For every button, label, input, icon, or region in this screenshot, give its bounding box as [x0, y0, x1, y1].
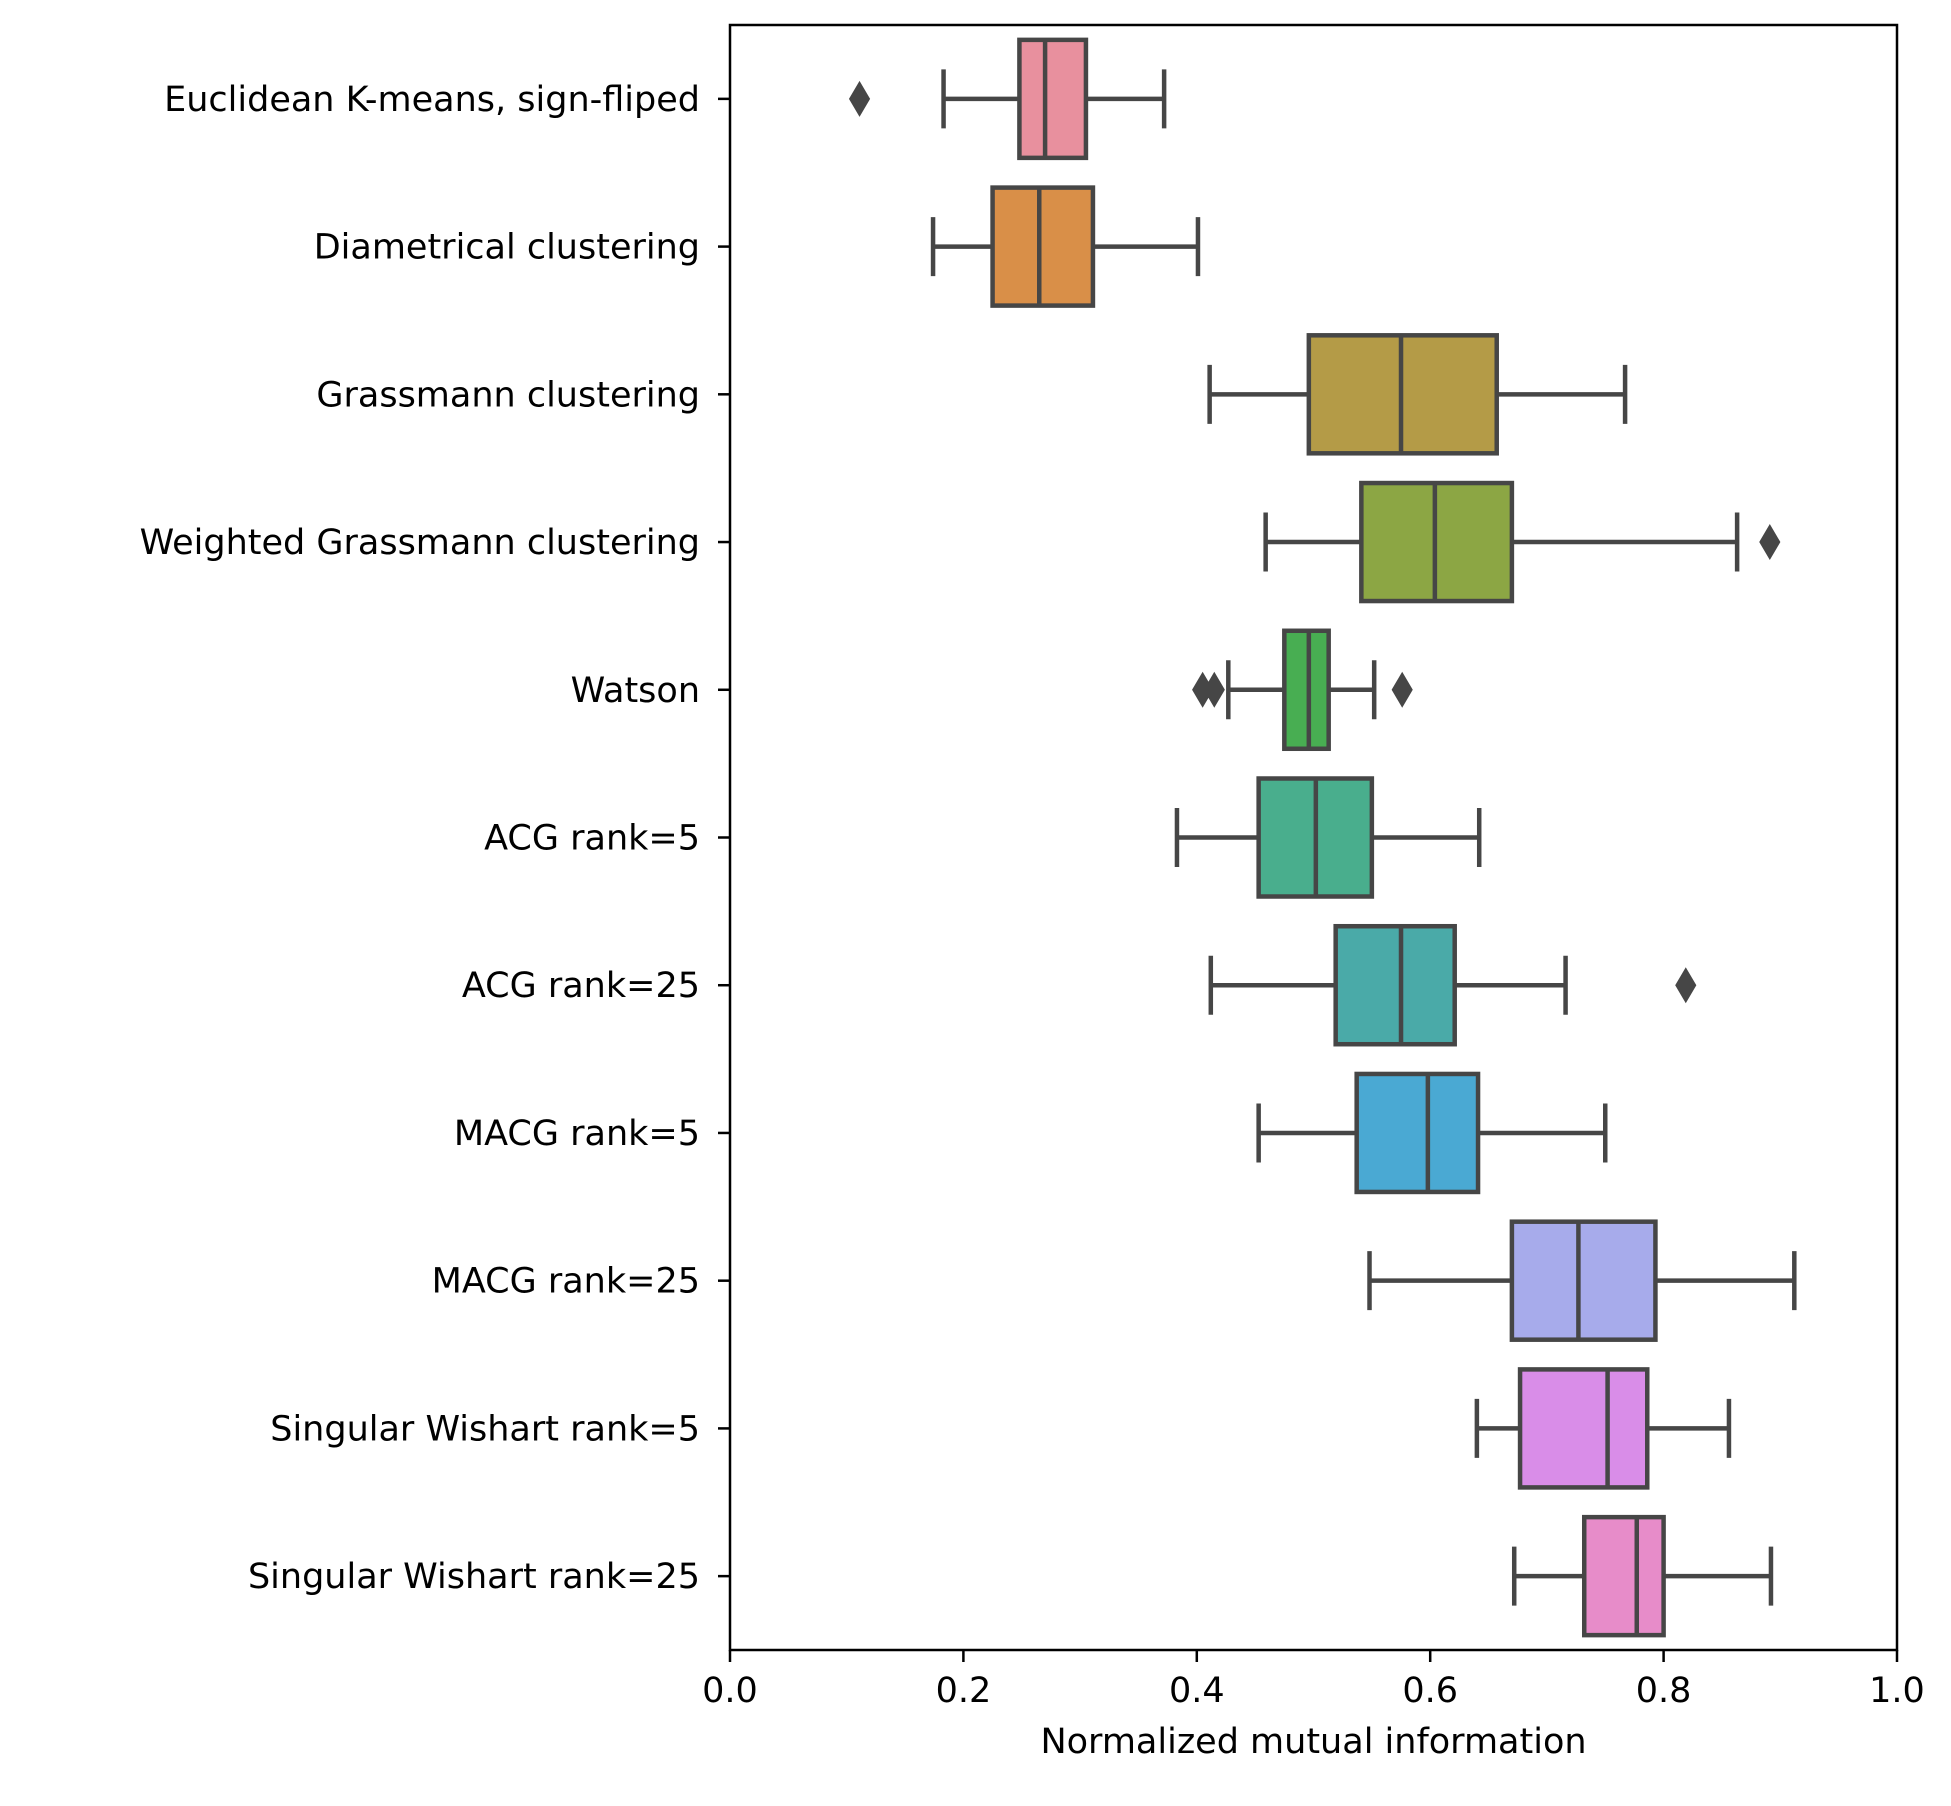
box-group	[1367, 1219, 1797, 1342]
box-group	[1192, 628, 1413, 752]
y-axis: Euclidean K-means, sign-fliped Diametrica…	[140, 80, 730, 1597]
y-tick-label: ACG rank=5	[484, 819, 700, 859]
y-tick-label: Singular Wishart rank=25	[248, 1557, 700, 1597]
box-group	[1256, 1071, 1608, 1195]
iqr-box	[1517, 1367, 1650, 1490]
box-group	[930, 185, 1201, 308]
iqr-box	[1282, 628, 1331, 752]
y-tick-label: Singular Wishart rank=5	[270, 1409, 700, 1449]
iqr-box	[1017, 37, 1089, 161]
iqr-box	[1509, 1219, 1658, 1342]
y-tick-label: Watson	[571, 671, 700, 711]
box-group	[1263, 480, 1781, 604]
y-tick-label: MACG rank=5	[454, 1114, 700, 1154]
x-axis-label: Normalized mutual information	[1040, 1722, 1586, 1762]
box-group	[1511, 1514, 1774, 1638]
y-tick-label: Diametrical clustering	[314, 228, 700, 268]
y-tick-label: Weighted Grassmann clustering	[140, 523, 700, 563]
y-tick-label: Grassmann clustering	[316, 375, 700, 415]
box-group	[1208, 923, 1697, 1047]
outlier-point	[1675, 967, 1697, 1004]
box-group	[1474, 1367, 1732, 1490]
x-tick-label: 0.4	[1169, 1671, 1225, 1711]
outlier-point	[1391, 671, 1413, 708]
x-tick-label: 1.0	[1869, 1671, 1925, 1711]
y-tick-label: Euclidean K-means, sign-fliped	[164, 80, 700, 120]
iqr-box	[990, 185, 1096, 308]
x-tick-label: 0.2	[936, 1671, 992, 1711]
iqr-box	[1581, 1514, 1666, 1638]
iqr-box	[1333, 923, 1457, 1047]
box-group	[848, 37, 1167, 161]
iqr-box	[1354, 1071, 1481, 1195]
outlier-point	[1203, 671, 1225, 708]
x-tick-label: 0.6	[1402, 1671, 1458, 1711]
y-tick-label: MACG rank=25	[432, 1262, 700, 1302]
boxes-layer	[848, 37, 1797, 1638]
box-group	[1174, 776, 1482, 899]
x-axis: 0.0 0.2 0.4 0.6 0.8 1.0	[702, 1650, 1925, 1711]
outlier-point	[1759, 524, 1781, 561]
x-tick-label: 0.0	[702, 1671, 758, 1711]
box-group	[1207, 333, 1628, 456]
y-tick-label: ACG rank=25	[462, 966, 700, 1006]
x-tick-label: 0.8	[1636, 1671, 1692, 1711]
outlier-point	[848, 80, 871, 117]
